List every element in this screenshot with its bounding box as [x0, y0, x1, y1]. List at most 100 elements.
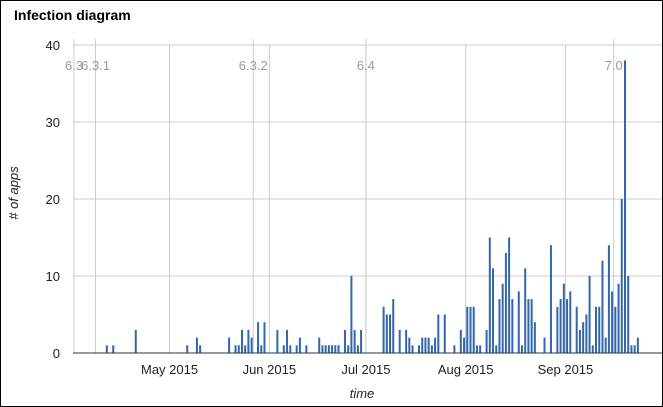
bar	[623, 60, 626, 354]
x-tick-label: Sep 2015	[538, 362, 594, 377]
bar	[430, 345, 433, 353]
bar	[508, 237, 511, 353]
bar	[517, 291, 520, 353]
bar	[350, 276, 353, 353]
bar	[578, 329, 581, 353]
bar	[530, 299, 533, 353]
bar	[195, 337, 198, 353]
bar	[492, 268, 495, 353]
bar	[504, 252, 507, 353]
y-axis-label: # of apps	[6, 166, 21, 220]
bar	[627, 276, 630, 353]
y-tick-label: 40	[46, 38, 60, 53]
bar	[582, 322, 585, 353]
bar	[353, 329, 356, 353]
bar	[543, 337, 546, 353]
bar	[556, 306, 559, 353]
bar	[434, 337, 437, 353]
bar	[360, 329, 363, 353]
bar	[263, 322, 266, 353]
bar	[398, 329, 401, 353]
bar	[228, 337, 231, 353]
bar	[408, 337, 411, 353]
bar	[585, 314, 588, 353]
bar	[427, 337, 430, 353]
bar	[382, 306, 385, 353]
bar	[524, 268, 527, 353]
version-marker-label: 6.3.1	[81, 58, 110, 73]
bar	[601, 260, 604, 353]
bar	[453, 345, 456, 353]
bar	[321, 345, 324, 353]
y-tick-label: 10	[46, 269, 60, 284]
bar	[244, 345, 247, 353]
bar	[566, 299, 569, 353]
version-marker-label: 7.0	[605, 58, 623, 73]
bar	[112, 345, 115, 353]
bar	[331, 345, 334, 353]
bar	[501, 283, 504, 353]
bar	[633, 345, 636, 353]
bar	[286, 329, 289, 353]
bar	[575, 306, 578, 353]
bar	[318, 337, 321, 353]
bar	[614, 306, 617, 353]
y-tick-labels: 0 10 20 30 40	[46, 38, 60, 361]
bar	[520, 345, 523, 353]
bar	[186, 345, 189, 353]
bar	[562, 283, 565, 353]
bar	[475, 345, 478, 353]
bar	[237, 345, 240, 353]
x-tick-labels: May 2015 Jun 2015 Jul 2015 Aug 2015 Sep 2015	[141, 362, 593, 377]
bar	[305, 345, 308, 353]
bar	[405, 329, 408, 353]
bar	[630, 345, 633, 353]
bar	[498, 299, 501, 353]
bar	[105, 345, 108, 353]
bar	[459, 329, 462, 353]
bar	[588, 276, 591, 353]
y-tick-label: 30	[46, 115, 60, 130]
bar	[620, 199, 623, 353]
chart-title: Infection diagram	[14, 7, 131, 23]
bar	[604, 337, 607, 353]
bar	[257, 322, 260, 353]
bar	[385, 314, 388, 353]
bar	[295, 345, 298, 353]
bar	[469, 306, 472, 353]
version-labels: 6.36.3.1 6.3.2 6.4 7.0	[65, 58, 623, 73]
gridlines	[73, 44, 662, 353]
bar	[324, 345, 327, 353]
bar	[466, 306, 469, 353]
bar	[343, 329, 346, 353]
bar	[443, 314, 446, 353]
bar	[418, 345, 420, 353]
version-lines	[73, 39, 615, 353]
bar	[607, 245, 610, 353]
bar	[617, 283, 620, 353]
x-tick-label: May 2015	[141, 362, 198, 377]
bar	[424, 337, 427, 353]
bar	[421, 337, 424, 353]
bar	[411, 345, 414, 353]
bar	[337, 345, 340, 353]
bar	[347, 345, 350, 353]
bar	[289, 345, 292, 353]
bar	[495, 345, 498, 353]
bar	[282, 345, 285, 353]
bar	[611, 291, 614, 353]
bar	[389, 314, 392, 353]
x-tick-label: Jul 2015	[341, 362, 390, 377]
bar	[199, 345, 202, 353]
x-tick-label: Aug 2015	[438, 362, 494, 377]
bar	[276, 329, 279, 353]
x-tick-label: Jun 2015	[243, 362, 297, 377]
bar	[485, 329, 488, 353]
bar	[533, 322, 536, 353]
bar	[437, 314, 440, 353]
y-tick-label: 20	[46, 192, 60, 207]
bar	[260, 345, 263, 353]
x-axis-label: time	[350, 386, 375, 401]
